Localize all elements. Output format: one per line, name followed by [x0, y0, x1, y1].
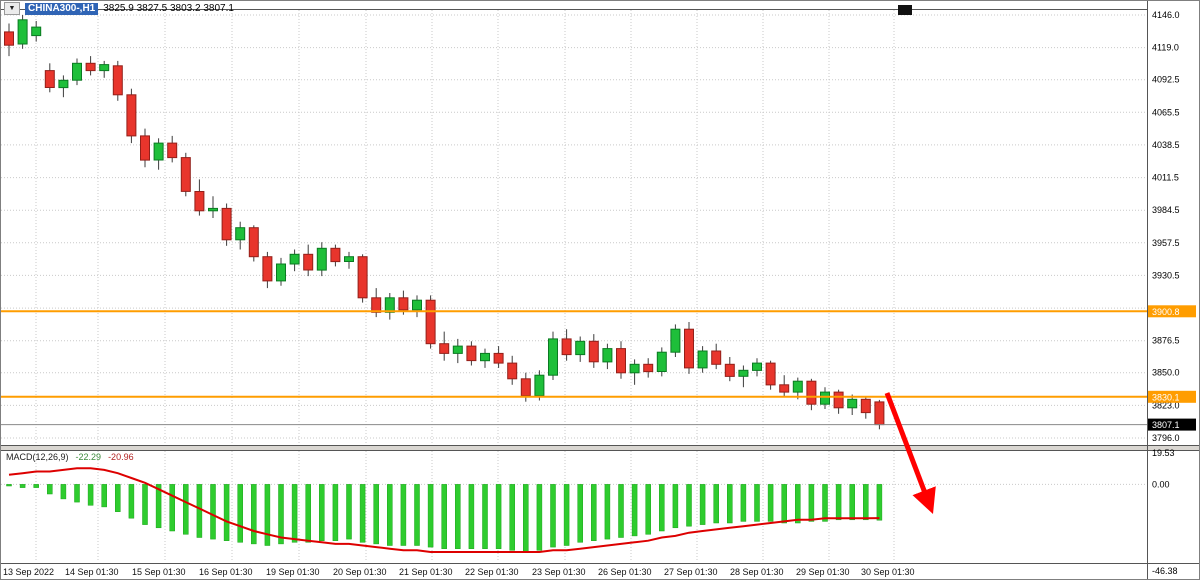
- macd-histogram: [6, 484, 883, 553]
- svg-text:3900.8: 3900.8: [1152, 307, 1180, 317]
- candles-layer: [4, 15, 885, 430]
- ohlc-readout: 3825.9 3827.5 3803.2 3807.1: [103, 2, 234, 14]
- svg-text:23 Sep 01:30: 23 Sep 01:30: [532, 567, 586, 577]
- svg-text:3876.5: 3876.5: [1152, 336, 1180, 346]
- svg-text:30 Sep 01:30: 30 Sep 01:30: [861, 567, 915, 577]
- svg-text:0.00: 0.00: [1152, 479, 1170, 489]
- svg-text:3796.0: 3796.0: [1152, 433, 1180, 443]
- svg-text:19 Sep 01:30: 19 Sep 01:30: [266, 567, 320, 577]
- svg-text:4146.0: 4146.0: [1152, 10, 1180, 20]
- svg-text:19.53: 19.53: [1152, 448, 1175, 458]
- time-axis-labels: 13 Sep 2022 14 Sep 01:30 15 Sep 01:30 16 Se…: [3, 567, 915, 577]
- svg-text:4065.5: 4065.5: [1152, 107, 1180, 117]
- svg-text:28 Sep 01:30: 28 Sep 01:30: [730, 567, 784, 577]
- svg-text:-46.38: -46.38: [1152, 566, 1178, 576]
- trend-arrow[interactable]: [884, 392, 936, 515]
- symbol-dropdown-button[interactable]: ▼: [4, 2, 20, 15]
- svg-text:22 Sep 01:30: 22 Sep 01:30: [465, 567, 519, 577]
- chart-shift-marker[interactable]: [898, 5, 912, 15]
- svg-text:3823.0: 3823.0: [1152, 400, 1180, 410]
- svg-text:4119.0: 4119.0: [1152, 43, 1179, 53]
- svg-text:3807.1: 3807.1: [1152, 420, 1180, 430]
- symbol-timeframe-label: CHINA300-,H1: [25, 2, 99, 15]
- svg-text:16 Sep 01:30: 16 Sep 01:30: [199, 567, 253, 577]
- svg-text:29 Sep 01:30: 29 Sep 01:30: [796, 567, 850, 577]
- svg-text:21 Sep 01:30: 21 Sep 01:30: [399, 567, 453, 577]
- svg-text:13 Sep 2022: 13 Sep 2022: [3, 567, 54, 577]
- macd-signal-line: [8, 467, 880, 553]
- level-lines[interactable]: [1, 310, 1147, 398]
- indicator-label-row: MACD(12,26,9) -22.29 -20.96: [6, 452, 134, 463]
- price-axis-labels: 4146.0 4119.0 4092.5 4065.5 4038.5 4011.5 3984…: [1152, 10, 1180, 443]
- svg-text:3850.0: 3850.0: [1152, 368, 1180, 378]
- svg-text:4038.5: 4038.5: [1152, 140, 1180, 150]
- svg-text:26 Sep 01:30: 26 Sep 01:30: [598, 567, 652, 577]
- macd-value: -22.29: [75, 452, 102, 462]
- svg-text:15 Sep 01:30: 15 Sep 01:30: [132, 567, 186, 577]
- svg-text:14 Sep 01:30: 14 Sep 01:30: [65, 567, 119, 577]
- grid-layer: [1, 10, 1147, 562]
- current-price-badge: [1148, 418, 1196, 431]
- svg-text:27 Sep 01:30: 27 Sep 01:30: [664, 567, 718, 577]
- svg-text:4011.5: 4011.5: [1152, 173, 1179, 183]
- signal-value: -20.96: [108, 452, 134, 462]
- chart-title-bar: ▼ CHINA300-,H1 3825.9 3827.5 3803.2 3807…: [4, 2, 234, 15]
- svg-text:3830.1: 3830.1: [1152, 392, 1180, 402]
- svg-text:20 Sep 01:30: 20 Sep 01:30: [333, 567, 387, 577]
- svg-text:3957.5: 3957.5: [1152, 238, 1180, 248]
- svg-text:3930.5: 3930.5: [1152, 270, 1180, 280]
- svg-text:4092.5: 4092.5: [1152, 75, 1180, 85]
- svg-text:3984.5: 3984.5: [1152, 205, 1180, 215]
- indicator-name: MACD(12,26,9): [6, 452, 69, 462]
- macd-axis-labels: 19.53 0.00 -46.38: [1152, 448, 1178, 576]
- chevron-down-icon: ▼: [8, 5, 16, 12]
- price-level-badges: 3900.8 3830.1 3807.1: [1148, 305, 1196, 431]
